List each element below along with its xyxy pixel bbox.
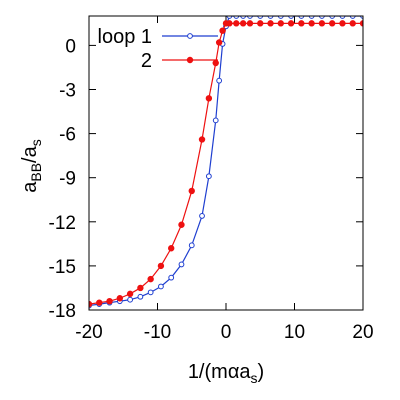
series-2 <box>89 20 363 308</box>
data-point <box>239 20 247 27</box>
data-point <box>233 20 240 27</box>
data-point <box>205 95 213 102</box>
y-tick-label: -12 <box>49 213 76 234</box>
data-point <box>318 20 326 27</box>
data-point <box>137 284 144 292</box>
data-point <box>126 290 134 298</box>
data-point <box>219 27 226 34</box>
data-point <box>199 213 205 219</box>
legend: loop 12 <box>98 26 218 72</box>
series-line <box>89 16 363 307</box>
data-point <box>158 283 164 290</box>
x-tick-label: 20 <box>352 322 373 343</box>
legend-item: 2 <box>141 50 218 72</box>
data-point <box>188 242 195 249</box>
data-point <box>216 77 223 84</box>
data-point <box>349 20 356 27</box>
data-point <box>96 299 103 306</box>
legend-label: 2 <box>141 50 152 72</box>
legend-marker <box>187 33 193 39</box>
legend-marker <box>186 56 194 64</box>
data-point <box>246 20 254 27</box>
data-point <box>178 261 185 268</box>
data-point <box>157 262 165 270</box>
data-point <box>116 295 124 302</box>
data-point <box>147 289 154 296</box>
y-tick-label: -6 <box>59 125 76 146</box>
y-tick-label: -15 <box>49 257 76 278</box>
data-point <box>298 20 305 27</box>
data-point <box>106 297 113 305</box>
data-point <box>267 20 274 27</box>
y-tick-label: -18 <box>49 301 76 322</box>
axis-ticks <box>88 16 364 311</box>
data-point <box>212 117 219 124</box>
data-point <box>198 136 206 143</box>
data-point <box>215 39 223 46</box>
plot-frame <box>88 15 364 311</box>
y-tick-label: 0 <box>65 36 76 57</box>
x-tick-label: -10 <box>144 322 171 343</box>
data-point <box>147 275 154 283</box>
series-line <box>89 22 363 305</box>
y-axis-title: aBB/as <box>19 139 44 193</box>
data-point <box>308 20 315 27</box>
x-axis-title: 1/(mαas) <box>188 361 264 386</box>
data-point <box>205 173 212 180</box>
y-tick-label: -9 <box>59 169 76 190</box>
data-point <box>212 59 219 67</box>
x-tick-label: -20 <box>75 322 102 343</box>
data-point <box>168 245 175 252</box>
data-point <box>178 221 185 228</box>
series-layer <box>89 16 363 309</box>
legend-label: loop 1 <box>98 26 153 48</box>
data-point <box>188 187 195 195</box>
series-1 <box>89 16 363 309</box>
data-point <box>257 20 264 27</box>
legend-item: loop 1 <box>98 26 218 48</box>
data-point <box>127 296 134 303</box>
data-point <box>339 20 346 27</box>
x-tick-label: 10 <box>284 322 305 343</box>
x-tick-label: 0 <box>221 322 232 343</box>
data-point <box>226 20 233 27</box>
data-point <box>277 20 284 27</box>
data-point <box>168 274 175 281</box>
data-point <box>287 20 295 27</box>
y-tick-label: -3 <box>59 81 76 102</box>
data-point <box>137 293 144 300</box>
tick-labels: -20 -10 0 10 20 0 -3 -6 -9 -12 -15 -18 <box>49 36 374 343</box>
data-point <box>328 20 336 27</box>
